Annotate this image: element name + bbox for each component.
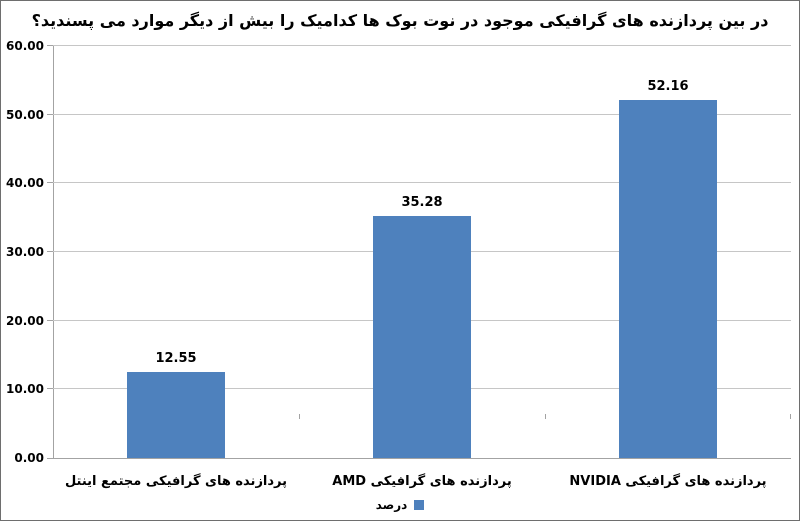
y-tick-label: 20.00 [6,313,44,328]
bar [619,99,717,458]
y-axis-tick [47,388,53,390]
legend-marker-square [414,500,425,510]
x-axis-line [52,458,791,459]
chart-title: در بین پردازنده های گرافیکی موجود در نوت… [31,11,769,30]
bar [127,371,225,458]
x-axis-tick [790,414,791,419]
y-axis-tick [47,319,53,321]
y-tick-label: 0.00 [14,451,44,465]
y-tick-label: 30.00 [6,245,44,259]
gridline [53,45,791,46]
y-axis-tick [47,182,53,184]
category-label: پردازنده های گرافیکی AMD [332,474,512,489]
legend: درصد [1,496,799,514]
bar-value-label: 52.16 [647,78,689,94]
category-label: پردازنده های گرافیکی NVIDIA [569,474,767,489]
y-tick-label: 60.00 [6,39,44,53]
gridline [53,182,791,184]
x-axis-tick [545,414,546,419]
y-tick-label: 50.00 [6,107,44,122]
y-axis-tick [47,458,53,459]
y-axis-line [53,46,54,459]
legend-series-label: درصد [375,498,408,512]
y-axis-tick [47,251,53,252]
x-axis-tick [53,414,54,419]
x-axis-tick [299,414,300,419]
bar-value-label: 35.28 [401,194,443,210]
category-label: پردازنده های گرافیکی مجتمع اینتل [64,474,288,489]
y-tick-label: 40.00 [6,176,44,191]
y-axis-tick [47,45,53,46]
bar-value-label: 12.55 [155,350,197,366]
plot-area [47,45,791,459]
y-tick-label: 10.00 [6,382,44,397]
bar [373,215,471,458]
y-axis-tick [47,113,53,115]
gridline [53,113,791,115]
